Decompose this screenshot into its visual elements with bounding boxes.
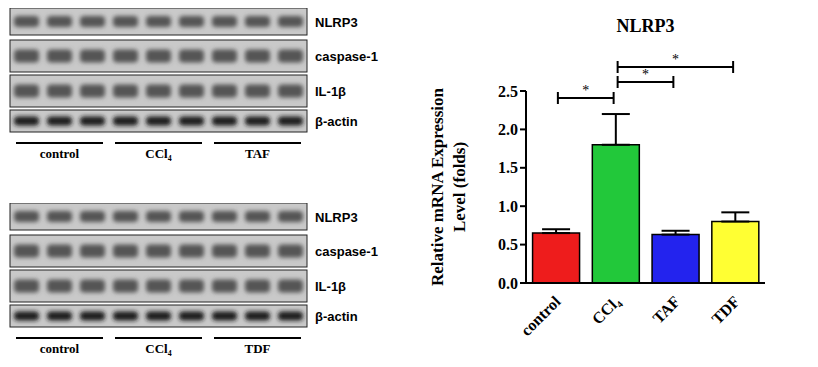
svg-text:0.0: 0.0: [498, 275, 518, 292]
svg-text:TDF: TDF: [245, 341, 271, 356]
html-text:NLRP3: NLRP3: [616, 16, 675, 36]
svg-text:NLRP3: NLRP3: [315, 210, 358, 225]
svg-text:1.5: 1.5: [498, 159, 518, 176]
svg-text:control: control: [40, 341, 80, 356]
svg-text:*: *: [672, 52, 679, 67]
svg-text:NLRP3: NLRP3: [315, 15, 358, 30]
svg-text:1.0: 1.0: [498, 198, 518, 215]
svg-text:TAF: TAF: [649, 293, 683, 327]
svg-text:2.5: 2.5: [498, 83, 518, 100]
svg-text:0.5: 0.5: [498, 236, 518, 253]
svg-text:control: control: [517, 292, 564, 339]
svg-text:CCl₄: CCl₄: [145, 146, 171, 161]
svg-text:control: control: [40, 146, 80, 161]
svg-text:TDF: TDF: [708, 293, 743, 328]
svg-text:*: *: [642, 67, 649, 82]
svg-text:TAF: TAF: [245, 146, 270, 161]
svg-text:IL-1β: IL-1β: [315, 279, 346, 294]
svg-text:β-actin: β-actin: [315, 114, 358, 129]
svg-text:*: *: [582, 83, 589, 98]
svg-text:caspase-1: caspase-1: [315, 244, 378, 259]
svg-text:β-actin: β-actin: [315, 309, 358, 324]
svg-text:CCl₄: CCl₄: [145, 341, 171, 356]
svg-text:IL-1β: IL-1β: [315, 84, 346, 99]
svg-text:2.0: 2.0: [498, 121, 518, 138]
svg-text:CCl₄: CCl₄: [589, 293, 624, 328]
html-text:Relative mRNA Expression Level: Relative mRNA Expression Level (folds): [427, 88, 469, 286]
svg-text:caspase-1: caspase-1: [315, 49, 378, 64]
